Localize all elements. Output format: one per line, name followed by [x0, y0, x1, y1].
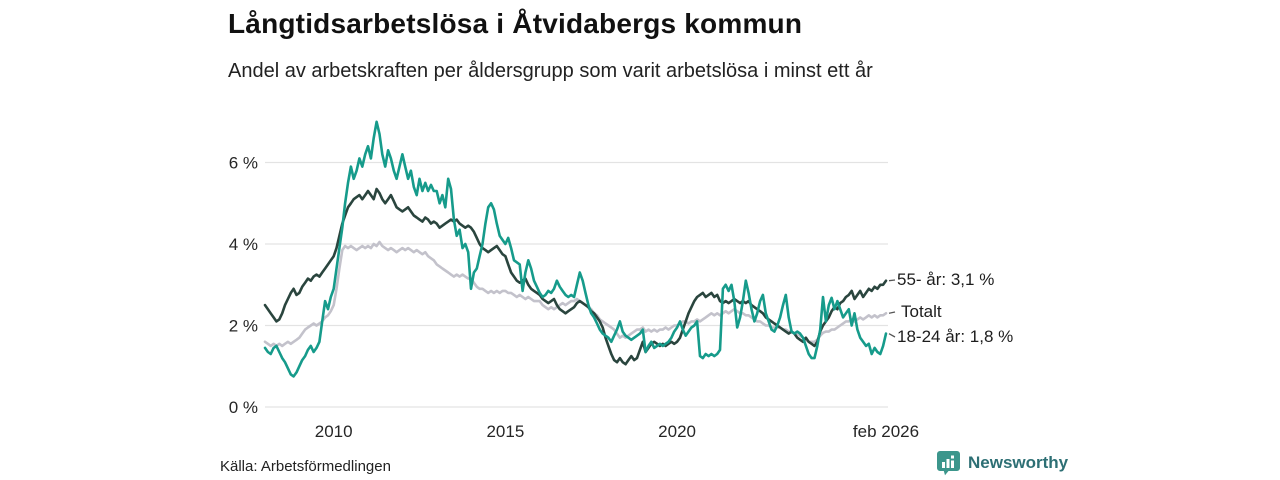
page-title: Långtidsarbetslösa i Åtvidabergs kommun — [228, 8, 803, 39]
series-line-55-r — [263, 187, 888, 366]
brand-name: Newsworthy — [968, 453, 1069, 472]
bar-chart-pin-icon — [936, 450, 961, 476]
y-axis-tick-label: 4 % — [229, 235, 258, 254]
y-axis-tick-label: 0 % — [229, 398, 258, 417]
x-axis-tick-label: 2020 — [658, 422, 696, 441]
series-label-18-24: 18-24 år: 1,8 % — [897, 327, 1014, 346]
series-label-total: Totalt — [901, 302, 942, 321]
label-leader-line — [888, 311, 896, 314]
label-leader-line — [888, 279, 896, 282]
series-label-55-plus: 55- år: 3,1 % — [897, 270, 995, 289]
y-axis-tick-label: 2 % — [229, 317, 258, 336]
y-axis-tick-label: 6 % — [229, 154, 258, 173]
x-axis-tick-label: 2015 — [486, 422, 524, 441]
series-line-18-24-r — [263, 120, 888, 378]
x-axis-tick-label: feb 2026 — [853, 422, 919, 441]
label-leader-line — [888, 333, 896, 338]
chart-subtitle: Andel av arbetskraften per åldersgrupp s… — [228, 60, 873, 82]
source-credit: Källa: Arbetsförmedlingen — [220, 458, 391, 475]
newsworthy-logo: Newsworthy — [936, 450, 1068, 476]
x-axis-tick-label: 2010 — [315, 422, 353, 441]
